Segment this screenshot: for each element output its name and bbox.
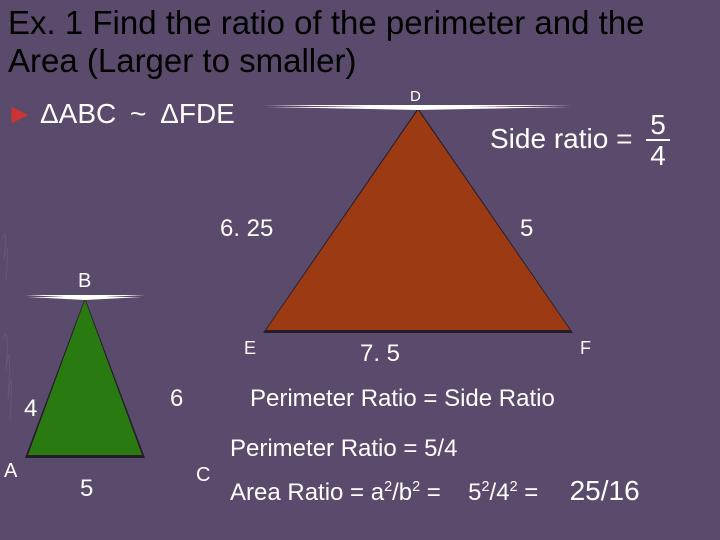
side-ratio-num: 5 (646, 110, 670, 141)
vertex-a: A (4, 460, 17, 483)
similarity-statement: ► ΔABC ~ ΔFDE (6, 98, 235, 130)
abc-left-side: 4 (24, 395, 37, 423)
area-answer: 25/16 (570, 475, 640, 506)
vertex-f: F (580, 338, 591, 359)
perimeter-value: Perimeter Ratio = 5/4 (230, 435, 457, 463)
area-mid-5: 5 (468, 479, 481, 506)
vertex-b: B (78, 270, 91, 293)
vertex-c: C (196, 464, 210, 487)
def-left-side: 6. 25 (220, 215, 273, 243)
area-eq2: = (518, 479, 539, 506)
area-over-b: /b (392, 479, 412, 506)
def-right-side: 5 (520, 215, 533, 243)
area-ratio-line: Area Ratio = a2/b2 = 52/42 = 25/16 (230, 475, 640, 507)
triangle-abc-shape (28, 297, 142, 455)
triangle-abc: ΔABC (40, 98, 116, 129)
vertex-d: D (410, 88, 421, 105)
tilde: ~ (124, 98, 152, 129)
vertex-e: E (244, 338, 256, 359)
area-mid-slash4: /4 (490, 479, 510, 506)
triangle-fde: ΔFDE (160, 98, 235, 129)
slide-title: Ex. 1 Find the ratio of the perimeter an… (8, 4, 712, 80)
abc-right-side: 6 (170, 385, 183, 413)
area-eq1: = (420, 479, 441, 506)
def-base: 7. 5 (360, 340, 400, 368)
abc-base: 5 (80, 475, 93, 503)
bullet-icon: ► (6, 98, 34, 129)
area-label-a: Area Ratio = a (230, 479, 384, 506)
perimeter-is-side: Perimeter Ratio = Side Ratio (250, 385, 555, 413)
side-ratio-den: 4 (646, 141, 670, 170)
